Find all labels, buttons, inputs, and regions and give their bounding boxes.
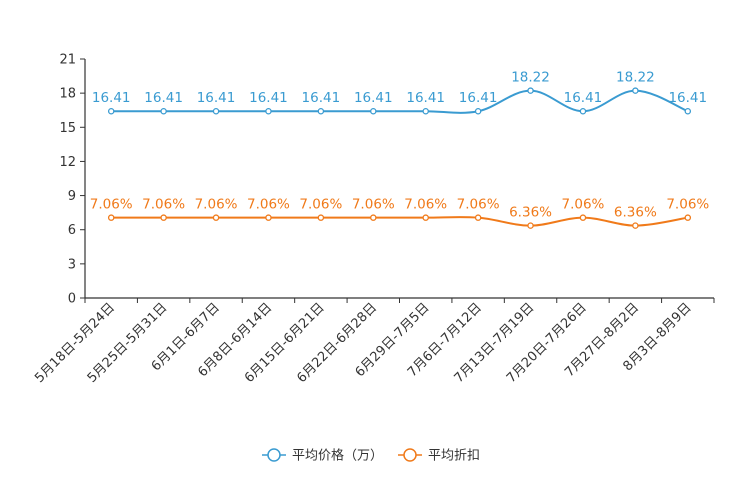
- legend-label: 平均折扣: [428, 449, 480, 464]
- data-label: 16.41: [564, 90, 603, 106]
- y-tick-label: 6: [68, 223, 76, 238]
- data-label: 7.06%: [142, 197, 185, 213]
- data-point: [579, 214, 587, 221]
- data-point: [422, 214, 429, 221]
- y-tick-label: 0: [68, 292, 76, 307]
- data-point: [684, 214, 692, 221]
- data-label: 7.06%: [562, 197, 605, 213]
- data-label: 16.41: [302, 90, 341, 106]
- data-point: [317, 107, 325, 115]
- y-tick-label: 3: [68, 257, 76, 272]
- data-label: 18.22: [616, 70, 655, 86]
- data-label: 7.06%: [90, 197, 133, 213]
- data-point: [370, 214, 377, 221]
- data-label: 16.41: [668, 90, 707, 106]
- data-label: 7.06%: [195, 197, 238, 213]
- data-point: [317, 214, 325, 221]
- data-point: [265, 214, 272, 221]
- data-label: 6.36%: [614, 205, 657, 221]
- data-point: [579, 107, 587, 115]
- data-label: 7.06%: [352, 197, 395, 213]
- series-line: [111, 89, 689, 114]
- data-point: [212, 214, 220, 221]
- data-point: [107, 214, 115, 221]
- legend-item-1[interactable]: 平均折扣: [398, 448, 480, 464]
- series-layer: 16.41 16.41 16.41 16.41 16.41 16.41 16.41 16.41…: [90, 70, 709, 229]
- data-label: 16.41: [197, 90, 236, 106]
- data-label: 16.41: [354, 90, 393, 106]
- data-point: [107, 107, 115, 115]
- data-point: [474, 214, 482, 221]
- data-label: 16.41: [144, 90, 183, 106]
- y-tick-label: 18: [59, 87, 76, 102]
- data-point: [632, 87, 639, 94]
- legend-item-0[interactable]: 平均价格（万）: [262, 448, 383, 464]
- data-label: 16.41: [249, 90, 288, 106]
- data-point: [265, 107, 272, 115]
- data-label: 7.06%: [457, 197, 500, 213]
- data-label: 16.41: [92, 90, 131, 106]
- data-point: [474, 107, 482, 115]
- y-tick-label: 12: [59, 155, 76, 170]
- data-point: [632, 222, 639, 229]
- series-1: 7.06% 7.06% 7.06% 7.06% 7.06% 7.06% 7.06% 7.06%…: [90, 197, 709, 229]
- data-point: [160, 107, 167, 115]
- y-tick-label: 15: [59, 121, 76, 136]
- data-label: 7.06%: [247, 197, 290, 213]
- data-label: 16.41: [459, 90, 498, 106]
- data-point: [160, 214, 167, 221]
- series-line: [111, 216, 688, 227]
- data-point: [527, 87, 534, 94]
- legend-marker-icon: [403, 448, 417, 462]
- data-point: [212, 107, 220, 115]
- data-point: [370, 107, 377, 115]
- data-label: 18.22: [511, 70, 550, 86]
- data-label: 7.06%: [666, 197, 709, 213]
- data-point: [684, 107, 692, 115]
- data-point: [527, 222, 534, 229]
- y-tick-label: 9: [68, 189, 76, 204]
- legend-label: 平均价格（万）: [292, 448, 383, 464]
- series-0: 16.41 16.41 16.41 16.41 16.41 16.41 16.41 16.41…: [92, 70, 707, 115]
- data-label: 6.36%: [509, 205, 552, 221]
- data-label: 16.41: [406, 90, 445, 106]
- legend-marker-icon: [267, 448, 281, 462]
- data-label: 7.06%: [299, 197, 342, 213]
- y-tick-label: 21: [59, 53, 76, 68]
- data-point: [422, 107, 429, 115]
- legend: 平均价格（万） 平均折扣: [262, 448, 480, 464]
- data-label: 7.06%: [404, 197, 447, 213]
